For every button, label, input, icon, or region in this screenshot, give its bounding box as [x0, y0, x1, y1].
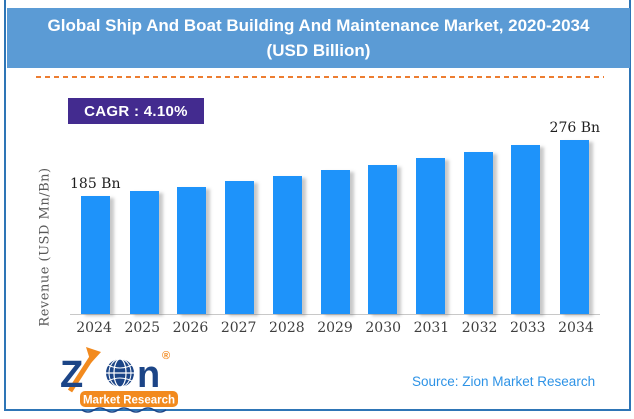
bar-2027: [225, 181, 255, 314]
cagr-badge: CAGR : 4.10%: [68, 98, 204, 124]
bar-2032: [463, 152, 493, 314]
logo-wave-underline: [81, 407, 167, 413]
bar-2025: [129, 191, 159, 314]
bar-slot: [407, 120, 455, 314]
x-axis-tick-row: 2024 2025 2026 2027 2028 2029 2030 2031 2032 2033…: [70, 320, 600, 336]
bar-2031: [415, 158, 445, 314]
x-tick-label: 2031: [413, 320, 450, 336]
bar-2024: [80, 196, 110, 314]
y-axis-title: Revenue (USD Mn/Bn): [37, 167, 53, 327]
x-tick-label: 2030: [365, 320, 402, 336]
cagr-label: CAGR : 4.10%: [84, 102, 188, 120]
bar-chart-plot: 185 Bn 276 Bn: [70, 120, 600, 315]
globe-icon: [106, 358, 134, 388]
bar-slot: [120, 120, 168, 314]
x-tick-label: 2026: [172, 320, 209, 336]
bar-slot: 185 Bn: [70, 120, 120, 314]
dashed-divider: [36, 76, 604, 78]
bar-2028: [272, 176, 302, 314]
registered-mark: ®: [162, 350, 170, 362]
bar-slot: [454, 120, 502, 314]
x-tick-label: 2034: [558, 320, 594, 336]
bar-2029: [320, 170, 350, 314]
bar-slot: 276 Bn: [550, 120, 600, 314]
logo-letter-z: Z: [60, 354, 83, 396]
x-tick-label: 2025: [124, 320, 161, 336]
bar-slot: [359, 120, 407, 314]
source-attribution: Source: Zion Market Research: [412, 374, 596, 389]
zion-market-research-logo: Z n ® Market Research: [60, 347, 178, 413]
bar-slot: [311, 120, 359, 314]
x-tick-label: 2028: [269, 320, 305, 336]
x-tick-label: 2027: [220, 320, 257, 336]
chart-title-line1: Global Ship And Boat Building And Mainte…: [47, 16, 590, 35]
bar-slot: [216, 120, 264, 314]
bar-slot: [168, 120, 216, 314]
x-tick-label: 2032: [461, 320, 498, 336]
bar-2030: [368, 165, 398, 314]
bar-value-label: 276 Bn: [549, 120, 601, 136]
logo-arrow-icon: [67, 347, 101, 393]
bar-2033: [511, 145, 541, 314]
logo-subtitle: Market Research: [83, 395, 175, 407]
chart-title-banner: Global Ship And Boat Building And Mainte…: [7, 8, 630, 68]
bar-value-label: 185 Bn: [70, 176, 121, 192]
chart-title-line2: (USD Billion): [266, 41, 371, 60]
bar-2026: [177, 187, 207, 314]
bar-slot: [502, 120, 550, 314]
bar-slot: [264, 120, 312, 314]
x-tick-label: 2029: [317, 320, 353, 336]
x-tick-label: 2033: [509, 320, 546, 336]
logo-subtitle-banner: [80, 391, 178, 407]
bar-2034: [560, 140, 590, 314]
logo-letter-n: n: [137, 354, 160, 396]
x-tick-label: 2024: [76, 320, 112, 336]
